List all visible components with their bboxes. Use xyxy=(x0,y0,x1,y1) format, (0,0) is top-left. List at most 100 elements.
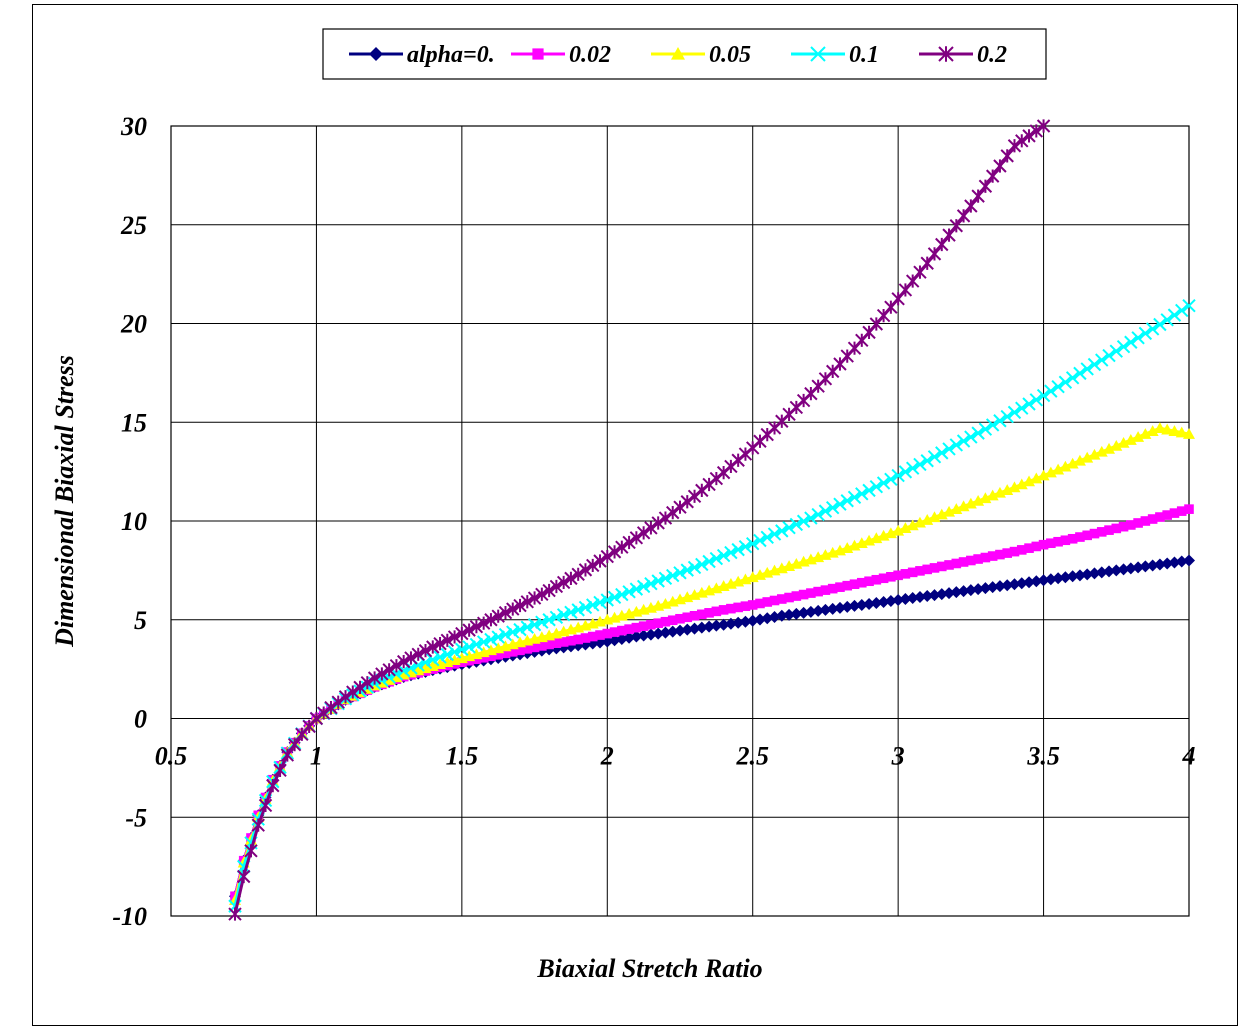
line-chart: 0.5 1 1.5 2 2.5 3 3.5 4 -10 -5 0 5 10 15 20 25 30 Biaxia… xyxy=(50,28,1196,983)
data-point xyxy=(1153,317,1167,332)
data-point xyxy=(324,700,338,715)
data-point xyxy=(978,422,993,436)
data-point xyxy=(689,611,700,621)
data-point xyxy=(1116,339,1131,354)
data-point xyxy=(542,613,556,627)
data-point xyxy=(1037,469,1050,481)
data-point xyxy=(389,659,404,673)
data-point xyxy=(739,615,752,628)
data-point xyxy=(1176,506,1187,516)
data-point xyxy=(1030,575,1043,588)
data-point xyxy=(549,579,564,594)
data-point xyxy=(666,625,679,638)
data-point xyxy=(1023,475,1036,487)
y-tick-label: -10 xyxy=(112,902,147,931)
legend-item: 0.02 xyxy=(511,42,611,68)
data-point xyxy=(716,548,731,563)
data-point xyxy=(986,581,999,594)
data-point xyxy=(418,643,433,658)
data-point xyxy=(273,763,287,778)
data-point xyxy=(1051,379,1065,394)
data-point xyxy=(629,582,644,596)
data-point xyxy=(507,647,518,657)
data-point xyxy=(980,552,991,563)
data-point xyxy=(506,625,520,639)
data-point xyxy=(666,505,680,520)
data-point xyxy=(898,283,913,297)
data-point xyxy=(702,477,716,492)
data-point xyxy=(915,566,925,576)
data-point xyxy=(849,579,860,589)
data-point xyxy=(687,560,702,575)
data-point xyxy=(927,450,942,464)
data-point xyxy=(782,520,796,535)
data-point xyxy=(913,516,926,528)
data-point xyxy=(920,256,934,270)
data-point xyxy=(638,621,649,631)
data-point xyxy=(804,511,818,525)
x-tick-label: 1.5 xyxy=(446,742,479,771)
data-point xyxy=(353,680,367,695)
legend-marker xyxy=(810,46,826,62)
data-point xyxy=(753,613,766,626)
y-tick-label: 10 xyxy=(121,507,147,536)
tick-labels: 0.5 1 1.5 2 2.5 3 3.5 4 -10 -5 0 5 10 15 20 25 30 xyxy=(112,112,1195,931)
data-point xyxy=(1044,384,1058,398)
data-point xyxy=(498,605,513,620)
data-point xyxy=(1087,357,1102,372)
data-point xyxy=(695,557,709,572)
data-point xyxy=(607,590,622,604)
plot-area xyxy=(170,125,1190,917)
data-point xyxy=(469,619,484,634)
data-point xyxy=(537,641,547,651)
y-tick-label: 20 xyxy=(120,310,147,339)
data-point xyxy=(515,645,525,656)
data-point xyxy=(1008,578,1021,591)
data-point xyxy=(1058,375,1073,389)
data-point xyxy=(535,587,549,601)
x-tick-label: 2.5 xyxy=(735,742,769,771)
data-point xyxy=(471,654,482,665)
data-point xyxy=(476,635,491,649)
legend-item: 0.05 xyxy=(651,42,751,68)
data-point xyxy=(768,611,781,624)
data-point xyxy=(1082,530,1092,541)
data-point xyxy=(237,869,251,884)
data-point xyxy=(716,465,731,480)
data-point xyxy=(1023,576,1036,589)
data-point xyxy=(1002,548,1013,558)
data-point xyxy=(1182,299,1196,313)
data-point xyxy=(578,600,593,615)
data-point xyxy=(943,587,956,600)
data-point xyxy=(762,597,773,607)
y-axis-title: Dimensional Biaxial Stress xyxy=(50,355,79,648)
data-point xyxy=(842,580,853,591)
data-point xyxy=(820,585,831,595)
data-point xyxy=(549,610,564,624)
data-point xyxy=(564,571,578,586)
data-point xyxy=(1124,434,1137,445)
data-point xyxy=(493,650,504,660)
x-tick-label: 1 xyxy=(310,742,323,771)
data-point xyxy=(886,571,896,582)
data-point xyxy=(586,598,600,612)
data-point xyxy=(1022,397,1036,411)
data-point xyxy=(695,483,709,498)
data-point xyxy=(615,587,629,602)
data-point xyxy=(600,549,614,564)
data-point xyxy=(1000,149,1014,163)
data-point xyxy=(1060,535,1071,546)
data-point xyxy=(1088,567,1101,580)
data-point xyxy=(784,592,794,603)
data-point xyxy=(287,737,302,752)
data-point xyxy=(578,563,593,577)
data-point xyxy=(899,522,912,533)
data-point xyxy=(1015,134,1029,148)
x-tick-label: 3 xyxy=(891,742,905,771)
data-point xyxy=(500,648,511,659)
data-point xyxy=(760,530,774,545)
data-point xyxy=(551,638,562,649)
data-point xyxy=(646,619,656,630)
data-point xyxy=(971,189,985,203)
data-point xyxy=(462,623,476,637)
